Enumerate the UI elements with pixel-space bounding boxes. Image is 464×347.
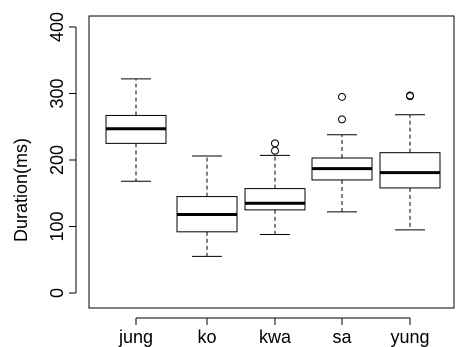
x-tick-label: sa [332, 327, 352, 347]
y-tick-label: 0 [47, 288, 67, 298]
iqr-box [244, 188, 306, 211]
x-tick-label: jung [118, 327, 153, 347]
plot-frame [88, 15, 455, 309]
x-tick-label: ko [197, 327, 216, 347]
y-tick-label: 400 [47, 12, 67, 42]
y-axis: 0 100 200 300 400 [47, 12, 77, 298]
x-tick-label: kwa [259, 327, 292, 347]
box-ko [176, 155, 238, 257]
outlier-point [338, 92, 346, 101]
box-jung [105, 78, 167, 182]
y-tick-label: 100 [47, 211, 67, 241]
box-sa [311, 92, 373, 213]
y-tick-label: 200 [47, 145, 67, 175]
x-tick-label: yung [390, 327, 429, 347]
box-yung [379, 91, 441, 231]
y-axis-label: Duration(ms) [11, 138, 31, 242]
outlier-point [338, 115, 346, 124]
x-axis: jung ko kwa sa yung [118, 317, 430, 347]
boxes [105, 78, 441, 257]
y-tick-label: 300 [47, 78, 67, 108]
outlier-point [271, 146, 279, 155]
box-kwa [244, 139, 306, 235]
iqr-box [379, 152, 441, 189]
outlier-point [406, 91, 414, 100]
outlier-point [271, 139, 279, 148]
plot-border [88, 15, 455, 309]
